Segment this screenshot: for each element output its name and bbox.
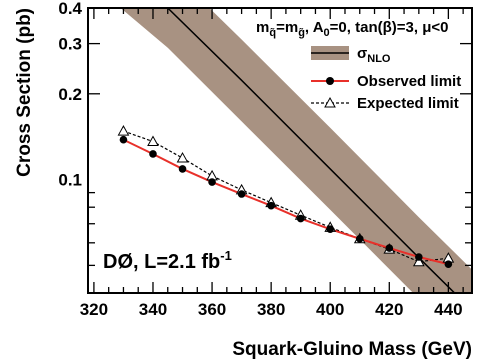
observed-limit-point bbox=[296, 214, 305, 223]
legend-swatch-expected-marker bbox=[324, 96, 336, 108]
expected-limit-line bbox=[123, 130, 449, 263]
y-tick-label: 0.2 bbox=[58, 85, 82, 104]
expected-limit-point bbox=[176, 152, 189, 163]
series-marker-layer bbox=[117, 125, 455, 268]
x-tick-label: 340 bbox=[139, 300, 167, 319]
x-tick-label: 360 bbox=[198, 300, 226, 319]
sigma-nlo-band bbox=[120, 8, 472, 293]
legend-label-expected: Expected limit bbox=[357, 95, 459, 112]
y-tick-label: 0.1 bbox=[58, 171, 82, 190]
expected-limit-point bbox=[117, 125, 130, 136]
observed-limit-point bbox=[326, 225, 335, 233]
observed-limit-point bbox=[267, 201, 275, 210]
observed-limit-point bbox=[119, 135, 128, 144]
legend: σNLO Observed limit Expected limit bbox=[311, 45, 461, 112]
legend-label-observed: Observed limit bbox=[357, 73, 461, 90]
observed-limit-point bbox=[355, 234, 364, 243]
expected-limit-point bbox=[412, 255, 425, 267]
x-tick-label: 420 bbox=[375, 300, 403, 319]
series-line-layer bbox=[123, 130, 449, 266]
theory-band-layer bbox=[120, 8, 472, 293]
observed-limit-point bbox=[415, 253, 423, 261]
model-parameters-header: mq̃=mg̃, A0=0, tan(β)=3, μ<0 bbox=[256, 19, 448, 39]
observed-limit-point bbox=[178, 165, 187, 173]
observed-limit-point bbox=[149, 150, 157, 158]
observed-limit-point bbox=[208, 178, 216, 186]
observed-limit-point bbox=[444, 260, 453, 268]
x-axis-title: Squark-Gluino Mass (GeV) bbox=[232, 339, 472, 360]
y-axis-ticks: 0.1 0.2 0.3 0.4 bbox=[58, 0, 472, 294]
legend-swatch-observed-marker bbox=[326, 77, 334, 85]
plot-frame bbox=[87, 7, 473, 294]
observed-limit-point bbox=[237, 190, 246, 198]
y-tick-label: 0.4 bbox=[58, 0, 82, 18]
observed-limit-line bbox=[123, 138, 449, 266]
experiment-luminosity-annotation: DØ, L=2.1 fb-1 bbox=[103, 248, 232, 273]
x-tick-label: 380 bbox=[257, 300, 285, 319]
x-tick-label: 320 bbox=[80, 300, 108, 319]
sigma-nlo-central-line bbox=[166, 8, 456, 293]
x-tick-label: 440 bbox=[434, 300, 462, 319]
x-tick-label: 400 bbox=[316, 300, 344, 319]
legend-label-sigma-nlo: σNLO bbox=[357, 45, 391, 65]
x-axis-ticks: 320 340 360 380 400 420 440 bbox=[80, 8, 464, 319]
expected-limit-point bbox=[147, 135, 159, 147]
y-tick-label: 0.3 bbox=[58, 35, 82, 54]
y-axis-title: Cross Section (pb) bbox=[14, 8, 35, 177]
observed-limit-point bbox=[385, 244, 394, 252]
